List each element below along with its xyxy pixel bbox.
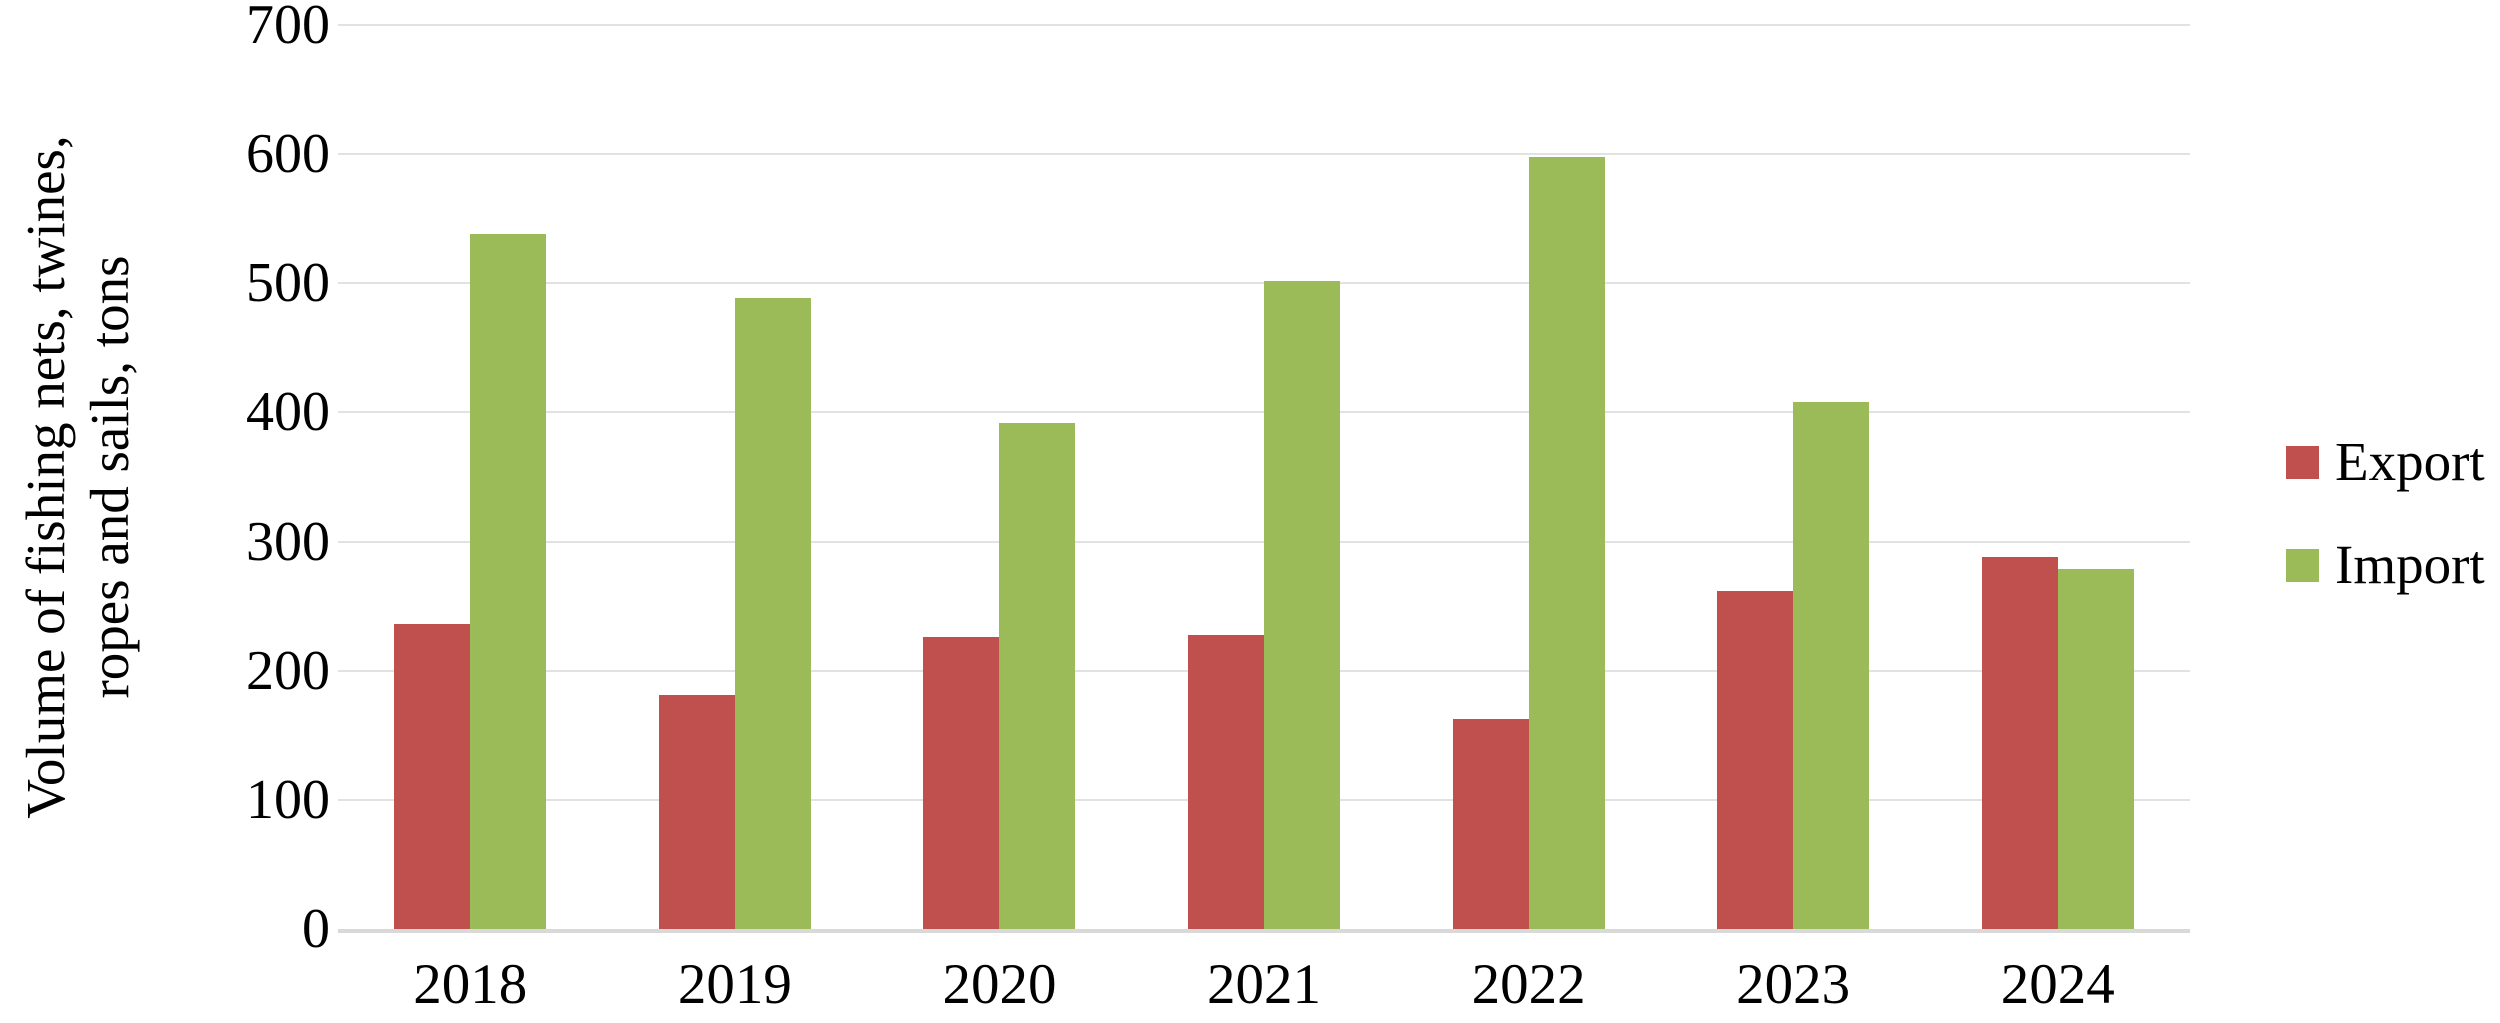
bar-export-2021 — [1188, 634, 1265, 929]
x-tick-label-2019: 2019 — [677, 953, 792, 1016]
legend-label-export: Export — [2335, 431, 2485, 492]
bar-export-2019 — [658, 695, 735, 929]
y-axis-title-line-2: ropes and sails, tons — [79, 255, 140, 699]
y-axis-title: Volume of fishing nets, twines, ropes an… — [14, 135, 142, 818]
y-tick-label-600: 600 — [246, 123, 330, 186]
bar-import-2023 — [1793, 402, 1870, 929]
bar-group-2018 — [338, 25, 603, 929]
bar-import-2021 — [1264, 280, 1341, 929]
plot-area — [338, 24, 2190, 933]
y-tick-label-200: 200 — [246, 639, 330, 702]
y-tick-label-700: 700 — [246, 0, 330, 56]
legend-swatch-export-icon — [2286, 445, 2319, 479]
bar-export-2020 — [923, 637, 1000, 929]
y-tick-label-0: 0 — [302, 898, 330, 960]
legend-item-import: Import — [2286, 535, 2485, 595]
bar-group-2024 — [1925, 25, 2190, 929]
gridline-700 — [338, 24, 2190, 26]
bar-import-2018 — [470, 234, 547, 929]
y-tick-label-100: 100 — [246, 768, 330, 831]
bar-group-2022 — [1396, 25, 1661, 929]
bar-import-2024 — [2057, 568, 2134, 929]
bar-import-2019 — [734, 297, 811, 929]
bar-export-2022 — [1452, 718, 1529, 929]
x-tick-label-2021: 2021 — [1207, 953, 1322, 1016]
gridline-400 — [338, 411, 2190, 414]
x-tick-label-2020: 2020 — [942, 953, 1057, 1016]
gridline-500 — [338, 282, 2190, 285]
y-tick-label-300: 300 — [246, 510, 330, 573]
legend-swatch-import-icon — [2286, 548, 2319, 582]
x-tick-label-2024: 2024 — [2000, 953, 2115, 1016]
bar-import-2022 — [1528, 156, 1605, 929]
bar-groups — [338, 25, 2190, 929]
bar-group-2023 — [1661, 25, 1926, 929]
bar-group-2021 — [1132, 25, 1397, 929]
y-tick-label-400: 400 — [246, 381, 330, 444]
y-tick-label-500: 500 — [246, 252, 330, 315]
x-axis-line — [338, 929, 2190, 933]
gridline-300 — [338, 540, 2190, 543]
bar-export-2023 — [1717, 590, 1794, 929]
gridline-600 — [338, 153, 2190, 156]
bar-group-2019 — [603, 25, 868, 929]
x-axis-tick-labels: 2018 2019 2020 2021 2022 2023 2024 — [338, 950, 2190, 1020]
legend-item-export: Export — [2286, 432, 2485, 492]
legend-label-import: Import — [2335, 534, 2485, 595]
bar-export-2024 — [1981, 557, 2058, 929]
x-tick-label-2022: 2022 — [1471, 953, 1586, 1016]
y-axis-title-line-1: Volume of fishing nets, twines, — [15, 135, 76, 819]
x-tick-label-2023: 2023 — [1736, 953, 1851, 1016]
bar-import-2020 — [999, 422, 1076, 929]
bar-group-2020 — [867, 25, 1132, 929]
x-tick-label-2018: 2018 — [413, 953, 528, 1016]
bar-export-2018 — [394, 624, 471, 929]
